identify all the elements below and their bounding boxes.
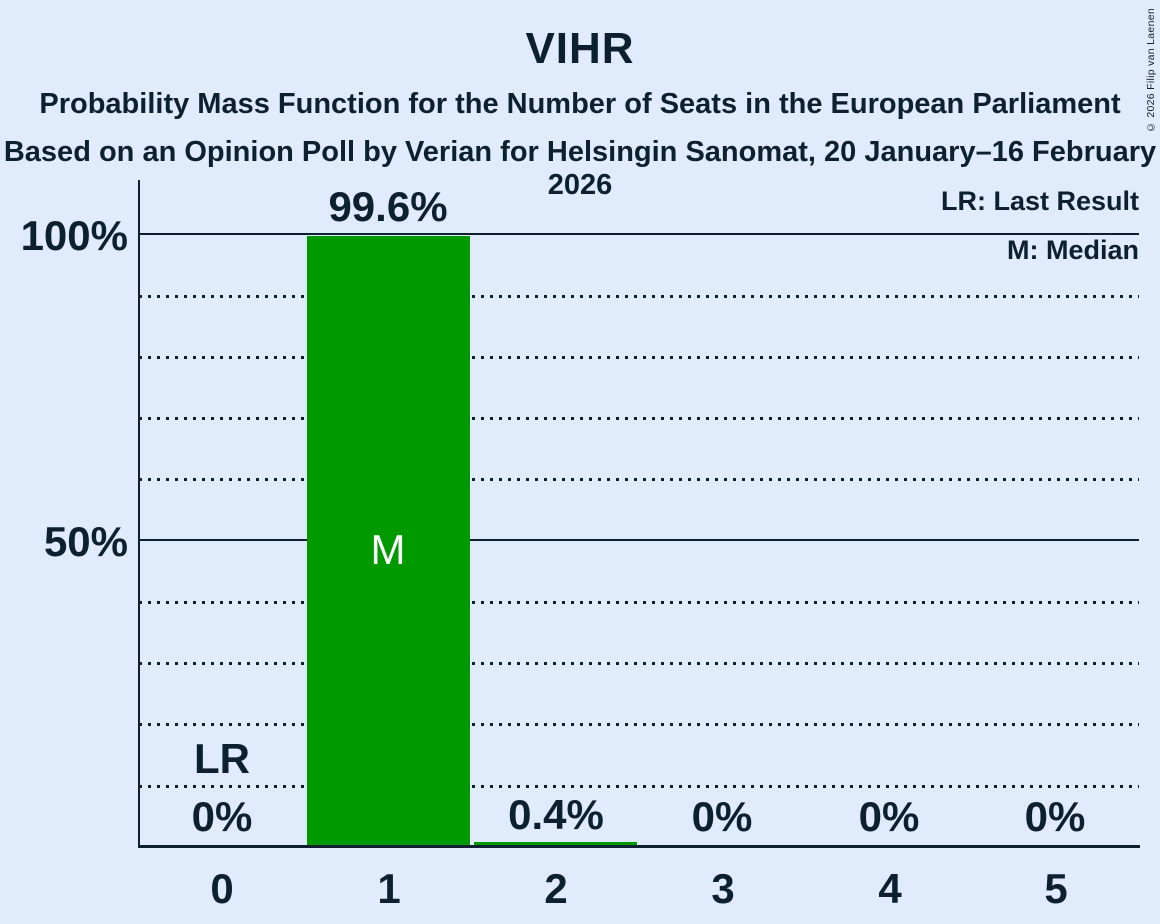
gridline-90: [139, 295, 1139, 298]
x-tick-0: 0: [210, 865, 234, 912]
gridline-100: [139, 233, 1139, 235]
y-axis-label-100: 100%: [20, 212, 128, 259]
x-tick-4: 4: [878, 865, 902, 912]
gridline-20: [139, 723, 1139, 726]
copyright-notice: © 2026 Filip van Laenen: [1145, 8, 1157, 134]
legend-last-result: LR: Last Result: [940, 186, 1139, 216]
gridline-10: [139, 785, 1139, 788]
last-result-marker: LR: [194, 735, 250, 782]
y-axis-label-50: 50%: [43, 518, 128, 565]
gridline-40: [139, 601, 1139, 604]
value-label-seat-1: 99.6%: [328, 183, 448, 230]
x-tick-1: 1: [377, 865, 401, 912]
gridline-80: [139, 356, 1139, 359]
value-label-seat-5: 0%: [1024, 793, 1086, 840]
median-marker: M: [370, 526, 406, 573]
gridline-60: [139, 478, 1139, 481]
value-label-seat-0: 0%: [191, 793, 253, 840]
gridline-50: [139, 539, 1139, 541]
bar-seat-1: [307, 236, 470, 845]
x-axis-line: [138, 845, 1140, 848]
x-tick-5: 5: [1044, 865, 1068, 912]
gridline-70: [139, 417, 1139, 420]
value-label-seat-2: 0.4%: [508, 791, 604, 838]
chart-source-line: Based on an Opinion Poll by Verian for H…: [3, 136, 1157, 201]
y-axis-line: [138, 180, 140, 848]
chart-title: VIHR: [525, 24, 635, 73]
x-tick-3: 3: [711, 865, 735, 912]
value-label-seat-3: 0%: [691, 793, 753, 840]
legend-median: M: Median: [1007, 235, 1139, 265]
gridline-30: [139, 662, 1139, 665]
x-tick-2: 2: [544, 865, 568, 912]
bar-seat-2: [474, 842, 637, 845]
chart-subtitle: Probability Mass Function for the Number…: [39, 88, 1121, 120]
value-label-seat-4: 0%: [858, 793, 920, 840]
